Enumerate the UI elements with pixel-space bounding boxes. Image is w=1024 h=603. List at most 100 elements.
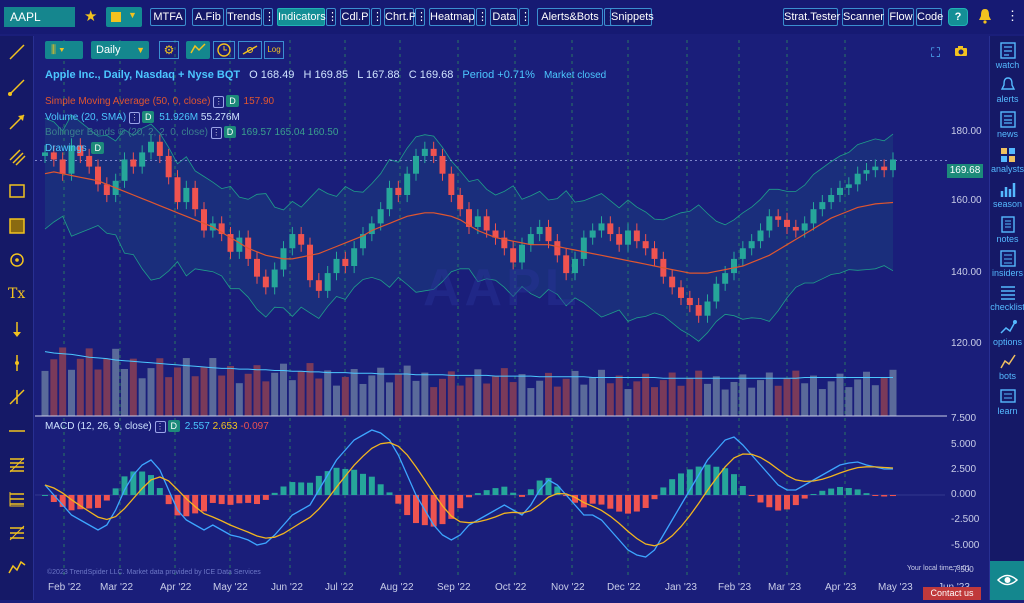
insiders-panel-button[interactable]: insiders <box>990 248 1024 282</box>
volume-bar <box>668 372 676 416</box>
indicators-menu-button[interactable]: ⋮ <box>326 8 338 26</box>
volume-bar <box>333 385 340 416</box>
anchor-tool-icon[interactable] <box>8 251 26 269</box>
interval-select[interactable]: Daily ▼ <box>91 41 149 59</box>
volume-bar <box>68 369 75 416</box>
color-picker-button[interactable]: ▼ <box>106 7 142 27</box>
macd-histogram-bar <box>845 487 852 495</box>
indicator-settings-button[interactable]: ⋮ <box>210 127 222 139</box>
fib-extension-tool-icon[interactable] <box>8 490 26 508</box>
chart-patterns-button[interactable]: Chrt.P <box>384 8 416 26</box>
scanner-button[interactable]: Scanner <box>842 8 884 26</box>
volume-bar <box>642 373 650 416</box>
trends-menu-button[interactable]: ⋮ <box>263 8 275 26</box>
volume-bar <box>571 370 579 416</box>
macd-histogram-bar <box>377 484 384 495</box>
macd-histogram-bar <box>704 464 711 495</box>
vertical-line-tool-icon[interactable] <box>8 354 26 372</box>
fib-tool-icon[interactable] <box>8 456 26 474</box>
options-panel-button[interactable]: options <box>990 317 1024 351</box>
trends-button[interactable]: Trends <box>226 8 262 26</box>
price-chart-canvas[interactable] <box>35 36 989 600</box>
chart-patterns-menu-button[interactable]: ⋮ <box>415 8 427 26</box>
season-panel-button[interactable]: season <box>990 179 1024 213</box>
data-menu-button[interactable]: ⋮ <box>519 8 531 26</box>
data-button[interactable]: Data <box>490 8 518 26</box>
symbol-input[interactable]: AAPL <box>4 7 75 27</box>
volume-bar <box>50 359 58 416</box>
compare-button[interactable] <box>238 41 262 59</box>
indicators-button[interactable]: Indicators <box>277 8 326 26</box>
more-menu-icon[interactable]: ⋮ <box>1006 8 1019 23</box>
bots-panel-button[interactable]: bots <box>990 351 1024 385</box>
macd-histogram-bar <box>298 482 305 495</box>
ray-tool-icon[interactable] <box>8 78 26 96</box>
alerts-panel-button[interactable]: alerts <box>990 74 1024 108</box>
line-chart-mode-button[interactable] <box>186 41 210 59</box>
rectangle-tool-icon[interactable] <box>8 182 26 200</box>
macd-histogram-bar <box>739 486 746 495</box>
chart-area[interactable]: ⫼ ▾ Daily ▼ ⚙ Log ⛶ Apple Inc., Daily, Na… <box>35 36 989 600</box>
arrow-tool-icon[interactable] <box>8 113 26 131</box>
settings-gear-button[interactable]: ⚙ <box>159 41 179 59</box>
log-scale-button[interactable]: Log <box>264 41 284 59</box>
zone-tool-icon[interactable] <box>8 217 26 235</box>
notes-panel-button[interactable]: notes <box>990 214 1024 248</box>
volume-bar <box>854 379 862 416</box>
eye-toggle-button[interactable] <box>990 561 1024 600</box>
code-button[interactable]: Code <box>916 8 943 26</box>
analysts-panel-button[interactable]: analysts <box>990 144 1024 178</box>
indicator-settings-button[interactable]: ⋮ <box>128 112 140 124</box>
heatmap-button[interactable]: Heatmap <box>429 8 475 26</box>
macd-histogram-bar <box>466 495 472 498</box>
fullscreen-icon[interactable]: ⛶ <box>931 45 941 60</box>
volume-bar <box>94 369 102 416</box>
heatmap-menu-button[interactable]: ⋮ <box>476 8 488 26</box>
checklist-panel-button[interactable]: checklist <box>990 282 1024 316</box>
favorite-star-icon[interactable]: ★ <box>84 8 98 25</box>
candle-patterns-menu-button[interactable]: ⋮ <box>371 8 383 26</box>
macd-histogram-bar <box>218 495 225 505</box>
news-panel-button[interactable]: news <box>990 109 1024 143</box>
contact-us-button[interactable]: Contact us <box>923 587 981 600</box>
down-arrow-tool-icon[interactable] <box>8 320 26 338</box>
candle-patterns-button[interactable]: Cdl.P <box>340 8 370 26</box>
gann-tool-icon[interactable] <box>8 524 26 542</box>
candle-body <box>377 209 384 224</box>
bell-icon[interactable] <box>978 8 992 24</box>
time-axis-label: Jan '23 <box>665 582 697 593</box>
time-axis-label: Feb '22 <box>48 582 82 593</box>
afib-button[interactable]: A.Fib <box>192 8 224 26</box>
volume-badge[interactable]: D <box>141 111 155 123</box>
bb-badge[interactable]: D <box>223 126 237 138</box>
replay-clock-button[interactable] <box>213 41 235 59</box>
strategy-tester-button[interactable]: Strat.Tester <box>783 8 840 26</box>
channel-tool-icon[interactable] <box>8 148 26 166</box>
macd-histogram-bar <box>368 476 375 495</box>
macd-histogram-bar <box>121 476 128 495</box>
mtfa-button[interactable]: MTFA <box>150 8 186 26</box>
indicator-settings-button[interactable]: ⋮ <box>154 421 166 433</box>
last-price-tag: 169.68 <box>947 164 983 178</box>
trendline-tool-icon[interactable] <box>8 43 26 61</box>
volume-bar <box>721 389 729 416</box>
cross-tool-icon[interactable] <box>8 388 26 406</box>
learn-panel-button[interactable]: learn <box>990 386 1024 420</box>
help-button[interactable]: ? <box>948 8 968 26</box>
sma-badge[interactable]: D <box>226 95 239 107</box>
drawings-badge[interactable]: D <box>91 142 104 154</box>
macd-badge[interactable]: D <box>167 420 180 432</box>
horizontal-line-tool-icon[interactable] <box>8 422 26 440</box>
camera-icon[interactable] <box>954 45 968 60</box>
macd-histogram-bar <box>342 468 349 495</box>
flow-button[interactable]: Flow <box>888 8 914 26</box>
wave-tool-icon[interactable] <box>8 558 26 576</box>
text-tool-icon[interactable]: Tx <box>8 286 26 302</box>
watch-panel-button[interactable]: watch <box>990 40 1024 74</box>
snippets-button[interactable]: Snippets <box>610 8 654 26</box>
macd-histogram-bar <box>863 493 870 495</box>
indicator-settings-button[interactable]: ⋮ <box>213 96 225 108</box>
volume-value: 51.926M <box>159 112 199 123</box>
alerts-bots-button[interactable]: Alerts&Bots <box>537 8 603 26</box>
interval-icon-button[interactable]: ⫼ ▾ <box>45 41 83 59</box>
